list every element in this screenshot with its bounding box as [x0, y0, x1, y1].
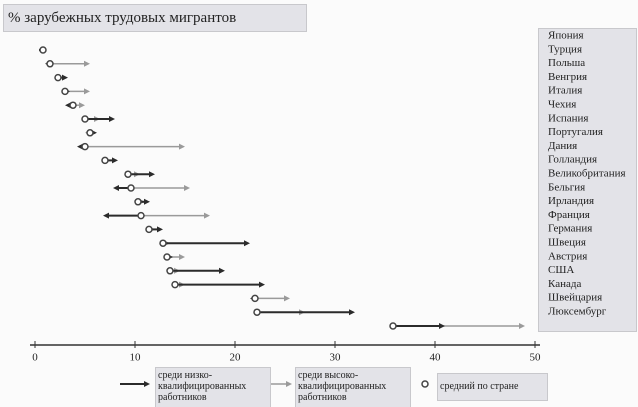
x-tick-label: 10: [130, 352, 142, 364]
average-dot: [253, 308, 261, 316]
arrow-head: [113, 185, 119, 191]
category-label: Япония: [548, 30, 584, 42]
average-dot: [124, 170, 132, 178]
x-tick-label: 50: [530, 352, 542, 364]
average-dot: [171, 280, 179, 289]
category-label: Канада: [548, 278, 581, 290]
average-dot: [145, 225, 153, 234]
legend-label: средний по стране: [437, 373, 548, 401]
legend-label: среди высоко-квалифицированных работнико…: [295, 367, 411, 407]
average-dot: [46, 60, 54, 68]
category-label: Ирландия: [548, 195, 594, 207]
arrow-head: [259, 281, 265, 288]
average-dot: [81, 142, 89, 151]
legend-symbol: [421, 380, 429, 388]
arrow: [141, 212, 210, 219]
average-dot: [159, 239, 167, 247]
category-label: Польша: [548, 57, 585, 69]
arrow-head: [103, 212, 109, 219]
x-tick-label: 30: [330, 352, 342, 364]
arrow-head: [184, 185, 190, 191]
arrow-head: [144, 198, 150, 205]
average-dot: [166, 267, 174, 275]
arrow-head: [79, 102, 85, 109]
legend-symbol: [144, 381, 150, 387]
category-label: Германия: [548, 223, 592, 235]
x-tick-label: 0: [32, 352, 38, 364]
average-dot: [251, 294, 259, 303]
arrow-head: [219, 267, 225, 274]
average-dot: [81, 115, 89, 123]
legend-symbol: [286, 381, 292, 387]
arrow: [85, 143, 185, 150]
arrow-head: [149, 171, 155, 178]
arrow-head: [112, 157, 118, 164]
arrow-head: [349, 309, 355, 316]
category-label: Австрия: [548, 250, 587, 262]
arrow-head: [157, 226, 163, 233]
arrow: [163, 240, 250, 247]
arrow-head: [77, 143, 83, 150]
category-label: Великобритания: [548, 168, 626, 180]
average-dot: [54, 73, 62, 82]
category-label: Швеция: [548, 237, 586, 249]
average-dot: [137, 211, 145, 220]
arrow: [257, 309, 355, 316]
arrow: [255, 295, 290, 302]
category-label: Дания: [548, 140, 577, 152]
arrow-head: [439, 323, 445, 329]
average-dot: [39, 46, 47, 54]
category-label: Венгрия: [548, 71, 587, 83]
category-label: Турция: [548, 43, 582, 55]
category-label: Чехия: [548, 99, 576, 111]
x-tick-label: 40: [430, 352, 442, 364]
category-label: Франция: [548, 209, 590, 221]
arrow-head: [284, 295, 290, 302]
average-dot: [69, 101, 77, 109]
average-dot: [389, 322, 397, 330]
category-label: Бельгия: [548, 181, 585, 193]
arrow: [128, 171, 155, 178]
arrow: [170, 267, 225, 274]
arrow-head: [519, 323, 525, 329]
arrow-head: [179, 254, 185, 260]
category-label: Португалия: [548, 126, 603, 138]
legend: [120, 380, 429, 388]
arrow: [85, 116, 115, 122]
arrow: [50, 60, 90, 67]
chart-title: % зарубежных трудовых мигрантов: [3, 4, 307, 32]
category-panel: [538, 28, 637, 332]
arrow: [103, 212, 141, 219]
category-label: Италия: [548, 85, 582, 97]
arrow-head: [84, 60, 90, 67]
arrow-head: [84, 88, 90, 95]
category-label: Швейцария: [548, 292, 602, 304]
average-dot: [86, 129, 94, 137]
x-tick-label: 20: [230, 352, 242, 364]
arrow: [131, 185, 190, 191]
category-label: Голландия: [548, 154, 597, 166]
category-label: США: [548, 264, 574, 276]
arrow: [175, 281, 265, 288]
average-dot: [163, 253, 171, 261]
category-label: Испания: [548, 112, 588, 124]
average-dot: [127, 184, 135, 192]
category-label: Люксембург: [548, 306, 607, 318]
average-dot: [61, 87, 69, 96]
arrow-head: [62, 74, 68, 81]
arrow-head: [109, 116, 115, 122]
average-dot: [134, 198, 142, 206]
arrow: [393, 323, 445, 329]
arrow-head: [204, 212, 210, 219]
arrow-head: [244, 240, 250, 247]
legend-label: среди низко-квалифицированных работников: [155, 367, 271, 407]
average-dot: [101, 156, 109, 165]
arrow-head: [179, 143, 185, 150]
arrow-head: [65, 102, 71, 109]
